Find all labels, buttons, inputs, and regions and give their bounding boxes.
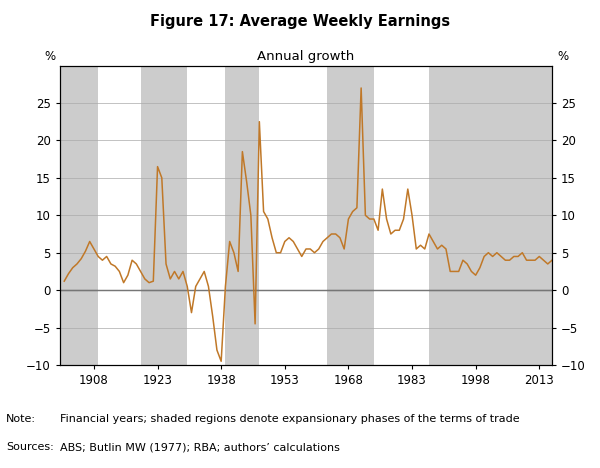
Bar <box>60 66 98 365</box>
Bar <box>140 66 187 365</box>
Title: Annual growth: Annual growth <box>257 50 355 63</box>
Text: Sources:: Sources: <box>6 442 54 452</box>
Bar <box>226 66 259 365</box>
Bar <box>327 66 374 365</box>
Text: ABS; Butlin MW (1977); RBA; authors’ calculations: ABS; Butlin MW (1977); RBA; authors’ cal… <box>60 442 340 452</box>
Text: Note:: Note: <box>6 414 36 424</box>
Text: %: % <box>557 50 568 63</box>
Text: Figure 17: Average Weekly Earnings: Figure 17: Average Weekly Earnings <box>150 14 450 29</box>
Text: %: % <box>44 50 55 63</box>
Bar <box>429 66 552 365</box>
Text: Financial years; shaded regions denote expansionary phases of the terms of trade: Financial years; shaded regions denote e… <box>60 414 520 424</box>
